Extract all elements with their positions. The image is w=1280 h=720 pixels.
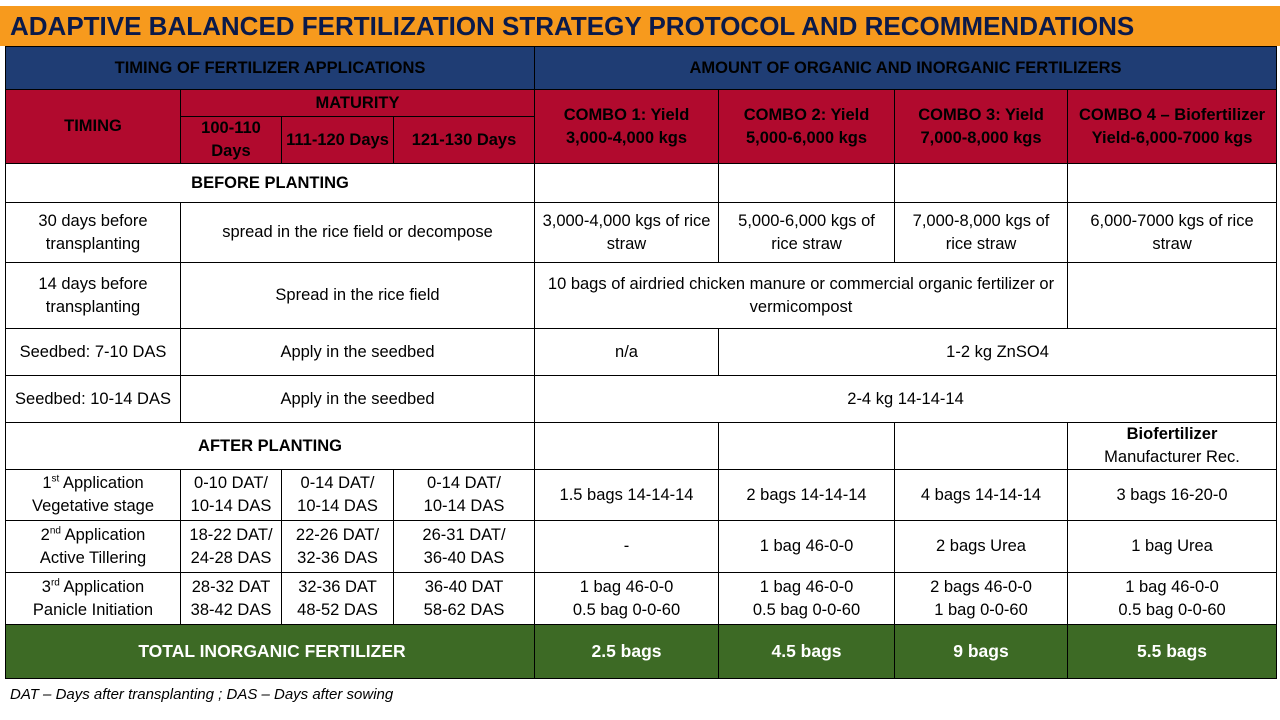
timing-cell: 1st Application Vegetative stage	[5, 469, 181, 521]
maturity-cell: 32-36 DAT 48-52 DAS	[281, 572, 394, 625]
maturity-cell: 36-40 DAT 58-62 DAS	[393, 572, 535, 625]
biofertilizer-cell: Biofertilizer Manufacturer Rec.	[1066, 422, 1278, 470]
application-stage: Panicle Initiation	[32, 600, 154, 619]
maturity-header: MATURITY	[180, 89, 535, 117]
timing-group-header: TIMING OF FERTILIZER APPLICATIONS	[5, 46, 535, 90]
timing-cell: 30 days before transplanting	[5, 202, 181, 263]
before-planting-label: BEFORE PLANTING	[5, 163, 535, 203]
amount-group-header: AMOUNT OF ORGANIC AND INORGANIC FERTILIZ…	[533, 46, 1278, 90]
combo-4-cell	[1066, 262, 1278, 329]
combo-2-cell: 1 bag 46-0-0 0.5 bag 0-0-60	[718, 572, 895, 625]
timing-cell: Seedbed: 7-10 DAS	[5, 328, 181, 376]
maturity-cell: Apply in the seedbed	[180, 375, 535, 423]
combo-4-cell: 1 bag 46-0-0 0.5 bag 0-0-60	[1066, 572, 1278, 625]
combo-3-cell: 7,000-8,000 kgs of rice straw	[894, 202, 1068, 263]
combo-2-header: COMBO 2: Yield 5,000-6,000 kgs	[718, 89, 895, 164]
application-label: 1st Application	[42, 473, 144, 492]
maturity-cell: 26-31 DAT/36-40 DAS	[393, 520, 535, 573]
table-row: Seedbed: 7-10 DAS Apply in the seedbed n…	[5, 328, 1278, 376]
timing-header: TIMING	[5, 89, 181, 164]
maturity-col-100-110: 100-110 Days	[180, 116, 282, 164]
table-row: Seedbed: 10-14 DAS Apply in the seedbed …	[5, 375, 1278, 423]
application-stage: Vegetative stage	[31, 497, 154, 515]
table-row: 3rd Application Panicle Initiation 28-32…	[5, 572, 1278, 625]
empty-cell	[718, 422, 895, 470]
column-header-row-2: 100-110 Days 111-120 Days 121-130 Days	[6, 116, 1277, 164]
maturity-cell: 28-32 DAT 38-42 DAS	[180, 572, 282, 625]
maturity-col-111-120: 111-120 Days	[281, 116, 394, 164]
timing-cell: Seedbed: 10-14 DAS	[5, 375, 181, 423]
total-combo-2: 4.5 bags	[718, 624, 895, 679]
combo-4-cell: 6,000-7000 kgs of rice straw	[1066, 202, 1278, 263]
combo-all-cell: 2-4 kg 14-14-14	[533, 375, 1278, 423]
fertilization-table: TIMING OF FERTILIZER APPLICATIONS AMOUNT…	[5, 46, 1278, 679]
combo-4-cell: 3 bags 16-20-0	[1066, 469, 1278, 521]
combo-3-cell: 4 bags 14-14-14	[894, 469, 1068, 521]
application-stage: Active Tillering	[39, 548, 147, 567]
timing-cell: 3rd Application Panicle Initiation	[5, 572, 181, 625]
total-combo-3: 9 bags	[894, 624, 1068, 679]
group-header-row: TIMING OF FERTILIZER APPLICATIONS AMOUNT…	[5, 46, 1278, 90]
timing-cell: 14 days before transplanting	[5, 262, 181, 329]
combo-3-header: COMBO 3: Yield 7,000-8,000 kgs	[894, 89, 1068, 164]
combo-3-cell: 2 bags 46-0-0 1 bag 0-0-60	[894, 572, 1068, 625]
maturity-cell: spread in the rice field or decompose	[180, 202, 535, 263]
combo-4-cell: 1 bag Urea	[1066, 520, 1278, 573]
timing-cell: 2nd Application Active Tillering	[5, 520, 181, 573]
before-planting-row: BEFORE PLANTING	[5, 163, 1278, 203]
maturity-cell: 0-14 DAT/10-14 DAS	[281, 469, 394, 521]
biofertilizer-subtitle: Manufacturer Rec.	[1104, 448, 1240, 466]
empty-cell	[894, 163, 1068, 203]
footnote: DAT – Days after transplanting ; DAS – D…	[10, 686, 394, 703]
combo-3-cell: 2 bags Urea	[894, 520, 1068, 573]
combo-1-cell: n/a	[534, 328, 719, 376]
application-label: 3rd Application	[41, 577, 145, 596]
combo-1-cell: 1.5 bags 14-14-14	[534, 469, 719, 521]
maturity-cell: Spread in the rice field	[180, 262, 535, 329]
maturity-cell: 0-10 DAT/10-14 DAS	[180, 469, 282, 521]
combo-1-cell: 3,000-4,000 kgs of rice straw	[534, 202, 719, 263]
combo-4-header: COMBO 4 – Biofertilizer Yield-6,000-7000…	[1066, 89, 1278, 164]
empty-cell	[718, 163, 895, 203]
total-combo-1: 2.5 bags	[534, 624, 719, 679]
total-combo-4: 5.5 bags	[1066, 624, 1278, 679]
maturity-cell: 0-14 DAT/10-14 DAS	[393, 469, 535, 521]
after-planting-label: AFTER PLANTING	[5, 422, 535, 470]
table-row: 1st Application Vegetative stage 0-10 DA…	[5, 469, 1278, 521]
combo-2-cell: 2 bags 14-14-14	[718, 469, 895, 521]
combo-1-header: COMBO 1: Yield 3,000-4,000 kgs	[534, 89, 719, 164]
empty-cell	[534, 163, 719, 203]
empty-cell	[894, 422, 1068, 470]
total-row: TOTAL INORGANIC FERTILIZER 2.5 bags 4.5 …	[5, 624, 1278, 679]
combo-1-3-cell: 10 bags of airdried chicken manure or co…	[534, 262, 1068, 329]
table-row: 14 days before transplanting Spread in t…	[5, 262, 1278, 329]
combo-2-cell: 1 bag 46-0-0	[718, 520, 895, 573]
empty-cell	[1066, 163, 1278, 203]
page-title: ADAPTIVE BALANCED FERTILIZATION STRATEGY…	[10, 11, 1135, 41]
maturity-cell: Apply in the seedbed	[180, 328, 535, 376]
maturity-cell: 22-26 DAT/32-36 DAS	[281, 520, 394, 573]
table-row: 30 days before transplanting spread in t…	[5, 202, 1278, 263]
total-label: TOTAL INORGANIC FERTILIZER	[5, 624, 535, 679]
combo-2-cell: 5,000-6,000 kgs of rice straw	[718, 202, 895, 263]
table-row: 2nd Application Active Tillering 18-22 D…	[5, 520, 1278, 573]
maturity-col-121-130: 121-130 Days	[393, 116, 535, 164]
combo-1-cell: 1 bag 46-0-0 0.5 bag 0-0-60	[534, 572, 719, 625]
combo-1-cell: -	[534, 520, 719, 573]
empty-cell	[534, 422, 719, 470]
maturity-cell: 18-22 DAT/24-28 DAS	[180, 520, 282, 573]
biofertilizer-title: Biofertilizer	[1126, 425, 1218, 443]
column-header-row-1: TIMING MATURITY COMBO 1: Yield 3,000-4,0…	[5, 89, 1278, 164]
combo-2-4-cell: 1-2 kg ZnSO4	[717, 328, 1278, 376]
application-label: 2nd Application	[40, 525, 146, 544]
after-planting-row: AFTER PLANTING Biofertilizer Manufacture…	[5, 422, 1278, 470]
title-bar: ADAPTIVE BALANCED FERTILIZATION STRATEGY…	[0, 6, 1280, 46]
